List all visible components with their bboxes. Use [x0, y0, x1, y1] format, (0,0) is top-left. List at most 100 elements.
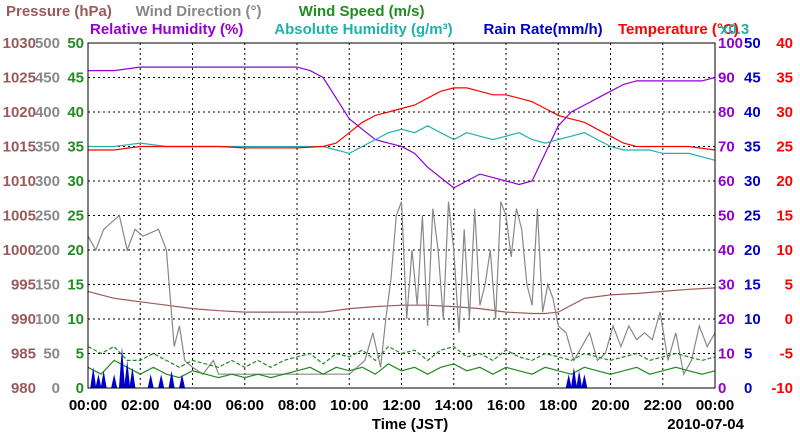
series-line-3 — [87, 345, 716, 368]
series-layer — [87, 66, 716, 388]
series-line-2 — [87, 359, 716, 379]
rain-spike — [118, 346, 125, 388]
series-line-4 — [88, 66, 716, 189]
abs_humidity-tick-label: 30 — [744, 173, 761, 190]
temperature-tick-label: 35 — [776, 70, 793, 87]
x-tick-label: 20:00 — [591, 397, 629, 414]
series-line-0 — [87, 287, 716, 315]
rain-spike — [124, 360, 131, 388]
x-tick-label: 16:00 — [487, 397, 525, 414]
series-line-5 — [88, 125, 716, 161]
pressure-tick-label: 1005 — [3, 208, 36, 225]
abs_humidity-tick-label: 15 — [744, 277, 761, 294]
temperature-tick-label: 20 — [776, 173, 793, 190]
rain-spike — [111, 374, 118, 388]
abs_humidity-tick-label: 20 — [744, 242, 761, 259]
wind_speed-tick-label: 45 — [67, 70, 84, 87]
humidity-tick-label: 80 — [718, 104, 735, 121]
legend-item-row1-1: Wind Direction (°) — [136, 3, 262, 20]
wind_speed-tick-label: 30 — [67, 173, 84, 190]
rain-spike — [179, 374, 186, 388]
wind_dir-tick-label: 450 — [35, 70, 60, 87]
abs_humidity-tick-label: 40 — [744, 104, 761, 121]
wind_speed-tick-label: 15 — [67, 277, 84, 294]
x-tick-label: 10:00 — [330, 397, 368, 414]
series-line-6 — [88, 87, 716, 151]
x-tick-label: 06:00 — [226, 397, 264, 414]
wind_speed-tick-label: 5 — [76, 346, 84, 363]
temperature-tick-label: 0 — [785, 311, 793, 328]
date-label: 2010-07-04 — [667, 416, 744, 433]
wind_dir-tick-label: 200 — [35, 242, 60, 259]
rain-spike — [95, 374, 102, 388]
rain-spike — [100, 370, 107, 388]
x-tick-label: 14:00 — [435, 397, 473, 414]
wind_dir-tick-label: 500 — [35, 35, 60, 52]
pressure-tick-label: 985 — [11, 346, 36, 363]
wind_dir-tick-label: 100 — [35, 311, 60, 328]
pressure-tick-label: 1010 — [3, 173, 36, 190]
legend-item-row2-0: Relative Humidity (%) — [90, 21, 243, 38]
temperature-tick-label: 10 — [776, 242, 793, 259]
x-tick-label: 08:00 — [278, 397, 316, 414]
temperature-tick-label: 40 — [776, 35, 793, 52]
wind_dir-tick-label: 150 — [35, 277, 60, 294]
rain-spike — [168, 370, 175, 388]
humidity-tick-label: 70 — [718, 139, 735, 156]
humidity-tick-label: 10 — [718, 346, 735, 363]
pressure-tick-label: 1015 — [3, 139, 36, 156]
wind_speed-tick-label: 40 — [67, 104, 84, 121]
humidity-tick-label: 40 — [718, 242, 735, 259]
temperature-tick-label: 30 — [776, 104, 793, 121]
abs_humidity-tick-label: 25 — [744, 208, 761, 225]
humidity-tick-label: 20 — [718, 311, 735, 328]
abs_humidity-tick-label: 0 — [744, 380, 752, 397]
legend: Pressure (hPa) Wind Direction (°) Wind Spe… — [6, 3, 739, 38]
axis-labels: 1030102510201015101010051000995990985980… — [3, 35, 793, 397]
wind_speed-tick-label: 0 — [76, 380, 84, 397]
humidity-tick-label: 30 — [718, 277, 735, 294]
abs_humidity-tick-label: 10 — [744, 311, 761, 328]
humidity-tick-label: 50 — [718, 208, 735, 225]
x-axis-label: Time (JST) — [372, 416, 448, 433]
rain-spike — [570, 367, 577, 388]
x-tick-labels: 00:00 02:00 04:00 06:00 08:00 10:00 12:00 14:00… — [69, 397, 734, 414]
rain-spike — [576, 370, 583, 388]
gridlines — [88, 43, 715, 388]
abs_humidity-tick-label: 5 — [744, 346, 752, 363]
plot-frame — [87, 42, 716, 389]
pressure-tick-label: 1030 — [3, 35, 36, 52]
series-line-1 — [87, 201, 716, 376]
temperature-tick-label: 5 — [785, 277, 793, 294]
x-tick-label: 04:00 — [173, 397, 211, 414]
x-tick-label: 18:00 — [539, 397, 577, 414]
x-tick-label: 22:00 — [644, 397, 682, 414]
wind_speed-tick-label: 10 — [67, 311, 84, 328]
abs_humidity-tick-label: 50 — [744, 35, 761, 52]
wind_dir-tick-label: 350 — [35, 139, 60, 156]
abs_humidity-tick-label: 35 — [744, 139, 761, 156]
rain-spike — [565, 374, 572, 388]
x-tick-label: 00:00 — [696, 397, 734, 414]
rain-spike — [147, 374, 154, 388]
rain-spike — [158, 374, 165, 388]
x-tick-label: 02:00 — [121, 397, 159, 414]
abs_humidity-tick-label: 45 — [744, 70, 761, 87]
wind_dir-tick-label: 300 — [35, 173, 60, 190]
temperature-tick-label: 25 — [776, 139, 793, 156]
legend-item-row1-0: Pressure (hPa) — [6, 3, 112, 20]
legend-item-row2-1: Absolute Humidity (g/m³) — [274, 21, 452, 38]
humidity-tick-label: 60 — [718, 173, 735, 190]
wind_speed-tick-label: 35 — [67, 139, 84, 156]
pressure-tick-label: 980 — [11, 380, 36, 397]
legend-item-row1-2: Wind Speed (m/s) — [299, 3, 425, 20]
pressure-tick-label: 1000 — [3, 242, 36, 259]
wind_dir-tick-label: 250 — [35, 208, 60, 225]
legend-item-row2-3: Temperature (°C) — [618, 21, 739, 38]
rain-spike — [129, 367, 136, 388]
legend-item-row2-2: Rain Rate(mm/h) — [484, 21, 603, 38]
humidity-tick-label: 90 — [718, 70, 735, 87]
wind_dir-tick-label: 0 — [52, 380, 60, 397]
wind_dir-tick-label: 400 — [35, 104, 60, 121]
